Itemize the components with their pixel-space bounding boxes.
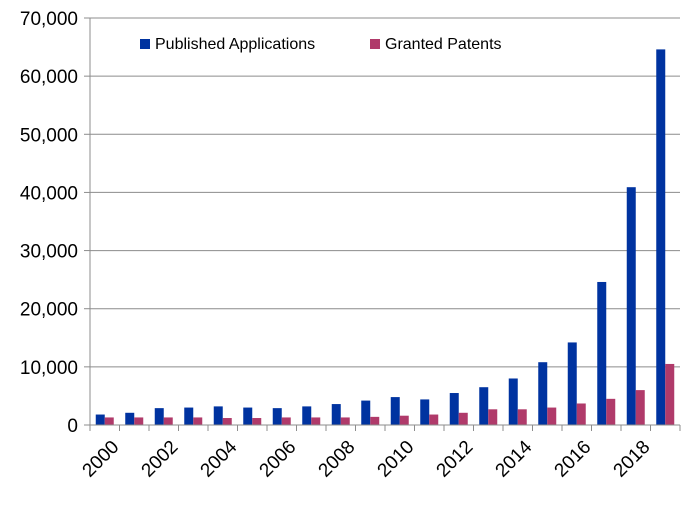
bar-published-2010 bbox=[390, 397, 400, 425]
y-tick-label: 30,000 bbox=[20, 242, 78, 263]
bar-granted-2006 bbox=[281, 417, 291, 425]
bar-granted-2014 bbox=[517, 409, 527, 425]
y-tick-label: 40,000 bbox=[20, 183, 78, 204]
x-tick-label: 2016 bbox=[551, 437, 596, 482]
bar-published-2006 bbox=[272, 408, 282, 425]
bar-published-2012 bbox=[449, 393, 459, 425]
bar-granted-2000 bbox=[104, 417, 114, 425]
gridlines bbox=[90, 17, 680, 368]
bar-granted-2003 bbox=[193, 417, 203, 425]
legend-swatch bbox=[140, 39, 150, 49]
axes bbox=[84, 17, 681, 431]
x-tick-label: 2018 bbox=[610, 437, 655, 482]
bar-granted-2010 bbox=[399, 415, 409, 425]
x-tick-label: 2002 bbox=[138, 437, 183, 482]
bar-published-2017 bbox=[597, 281, 607, 425]
bar-published-2014 bbox=[508, 378, 518, 425]
bar-published-2001 bbox=[125, 412, 135, 425]
y-tick-label: 10,000 bbox=[20, 358, 78, 379]
bar-published-2009 bbox=[361, 400, 371, 425]
bar-published-2007 bbox=[302, 406, 312, 425]
x-tick-label: 2000 bbox=[79, 437, 124, 482]
y-tick-label: 70,000 bbox=[20, 9, 78, 30]
bar-published-2015 bbox=[538, 362, 548, 425]
bar-granted-2013 bbox=[488, 409, 498, 425]
bar-granted-2012 bbox=[458, 412, 468, 425]
bar-granted-2017 bbox=[606, 398, 616, 425]
bar-granted-2009 bbox=[370, 416, 380, 425]
bar-granted-2011 bbox=[429, 414, 439, 425]
bar-granted-2004 bbox=[222, 418, 232, 425]
bar-published-2016 bbox=[567, 342, 577, 425]
bar-published-2011 bbox=[420, 399, 430, 425]
y-tick-label: 50,000 bbox=[20, 125, 78, 146]
bar-published-2000 bbox=[95, 414, 105, 425]
x-tick-labels: 2000 2002 2004 2006 2008 2010 2012 2014 2016 2018 bbox=[79, 436, 655, 481]
bar-published-2019 bbox=[656, 49, 666, 425]
bar-published-2002 bbox=[154, 408, 164, 425]
bar-granted-2001 bbox=[134, 417, 144, 425]
y-tick-label: 60,000 bbox=[20, 67, 78, 88]
bar-granted-2007 bbox=[311, 417, 321, 425]
legend: Published Applications Granted Patents bbox=[140, 36, 502, 53]
bar-published-2004 bbox=[213, 406, 223, 425]
x-tick-label: 2012 bbox=[433, 437, 478, 482]
bar-granted-2008 bbox=[340, 417, 350, 425]
bar-published-2005 bbox=[243, 407, 253, 425]
x-tick-label: 2004 bbox=[197, 436, 242, 481]
legend-label: Granted Patents bbox=[385, 36, 502, 53]
y-tick-label: 20,000 bbox=[20, 300, 78, 321]
x-tick-label: 2006 bbox=[256, 437, 301, 482]
bar-published-2018 bbox=[626, 187, 636, 425]
bar-granted-2019 bbox=[665, 363, 675, 425]
y-tick-labels: 0 10,000 20,000 30,000 40,000 50,000 60,000 70,… bbox=[20, 9, 78, 437]
bar-published-2003 bbox=[184, 407, 194, 425]
legend-swatch bbox=[370, 39, 380, 49]
bar-granted-2016 bbox=[576, 403, 586, 425]
bar-granted-2018 bbox=[635, 390, 645, 425]
x-tick-label: 2008 bbox=[315, 437, 360, 482]
legend-label: Published Applications bbox=[155, 36, 315, 53]
bar-granted-2002 bbox=[163, 417, 173, 425]
bar-published-2013 bbox=[479, 387, 489, 425]
bar-granted-2005 bbox=[252, 418, 262, 425]
x-tick-label: 2014 bbox=[492, 436, 537, 481]
bar-granted-2015 bbox=[547, 407, 557, 425]
x-tick-label: 2010 bbox=[374, 437, 419, 482]
bar-published-2008 bbox=[331, 404, 341, 425]
bars bbox=[95, 49, 675, 425]
y-tick-label: 0 bbox=[67, 416, 78, 437]
